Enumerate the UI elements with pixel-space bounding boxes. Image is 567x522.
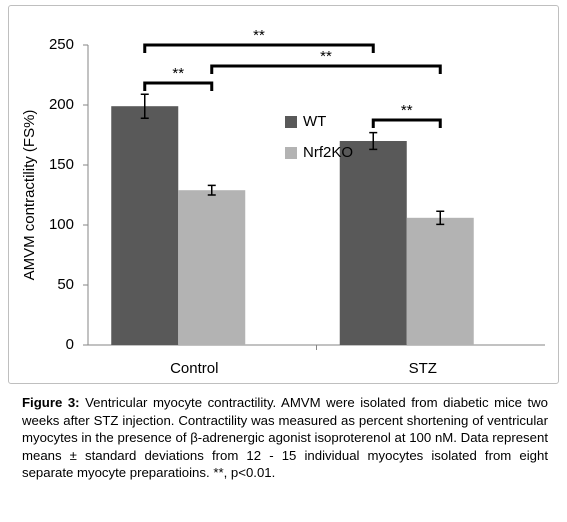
bar (178, 190, 246, 345)
legend-swatch (285, 147, 297, 159)
chart: AMVM contractility (FS%) 0 50 100 150 200 250… (21, 27, 545, 377)
y-tick-label: 200 (49, 96, 74, 113)
caption-label: Figure 3: (22, 395, 80, 410)
y-tick-label: 100 (49, 216, 74, 233)
significance-bracket (371, 118, 442, 128)
chart-frame (8, 5, 559, 384)
error-bar (369, 131, 378, 151)
significance-label: ** (320, 48, 332, 65)
y-axis-label: AMVM contractility (FS%) (21, 110, 38, 281)
legend-swatch (285, 116, 297, 128)
significance-label: ** (172, 65, 184, 82)
error-bar (207, 184, 216, 196)
legend-label: WT (303, 113, 326, 130)
error-bar (436, 210, 445, 226)
x-tick-label: STZ (409, 360, 437, 377)
significance-bracket (143, 43, 375, 53)
bar (111, 106, 179, 345)
x-tick-label: Control (170, 360, 218, 377)
bar (406, 217, 474, 345)
significance-label: ** (401, 102, 413, 119)
y-tick-label: 50 (57, 276, 74, 293)
bar (339, 141, 407, 345)
significance-bracket (143, 81, 214, 91)
error-bar (140, 93, 149, 119)
significance-bracket (210, 64, 442, 74)
legend-label: Nrf2KO (303, 144, 353, 161)
y-tick-label: 0 (66, 336, 74, 353)
y-tick-label: 250 (49, 36, 74, 53)
y-tick-label: 150 (49, 156, 74, 173)
significance-label: ** (253, 27, 265, 44)
caption: Figure 3: Ventricular myocyte contractil… (22, 394, 548, 482)
caption-text: Ventricular myocyte contractility. AMVM … (22, 395, 549, 480)
